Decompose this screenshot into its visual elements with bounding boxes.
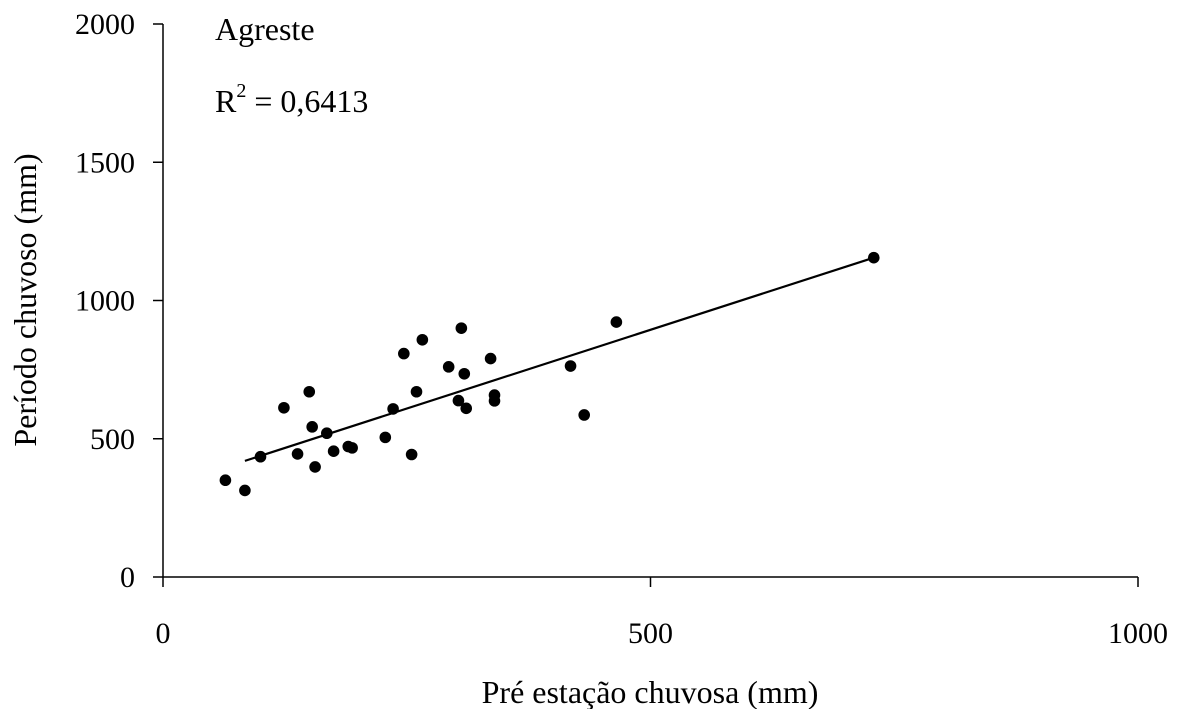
data-point <box>346 442 358 454</box>
data-point <box>410 385 423 398</box>
data-point <box>239 484 251 497</box>
region-label: Agreste <box>215 11 315 47</box>
data-point <box>291 448 304 460</box>
data-point <box>379 431 392 444</box>
r-squared-value: = 0,6413 <box>246 83 368 119</box>
data-point <box>460 402 473 415</box>
data-point <box>278 401 290 414</box>
data-point <box>309 461 321 473</box>
data-point <box>488 395 501 407</box>
data-point <box>442 361 455 373</box>
y-tick-label: 2000 <box>75 8 135 41</box>
data-point <box>455 322 468 334</box>
data-point <box>578 409 590 421</box>
data-point <box>405 448 418 461</box>
data-point <box>398 347 410 360</box>
r-squared-base: R <box>215 83 237 119</box>
y-tick-label: 0 <box>120 561 135 594</box>
data-point <box>484 352 497 365</box>
x-tick-label: 0 <box>156 617 171 650</box>
data-point <box>303 385 316 398</box>
data-point <box>219 474 232 487</box>
data-point <box>867 251 880 264</box>
y-tick-label: 1000 <box>75 285 135 318</box>
data-point <box>610 316 623 328</box>
data-point <box>321 427 333 440</box>
ticks: 0 500 1000 0 500 1000 1500 2000 <box>75 8 1168 650</box>
trendline-group <box>244 256 875 462</box>
trendline <box>244 256 875 462</box>
y-tick-label: 1500 <box>75 146 135 179</box>
data-point <box>387 403 399 415</box>
r-squared-label: R2 = 0,6413 <box>215 80 368 119</box>
data-points <box>219 251 880 497</box>
data-point <box>327 445 340 457</box>
data-point <box>564 360 577 372</box>
data-point <box>416 333 429 346</box>
data-point <box>254 450 267 463</box>
data-point <box>452 394 465 407</box>
y-axis-title: Período chuvoso (mm) <box>7 153 43 446</box>
x-tick-label: 500 <box>628 617 673 650</box>
data-point <box>458 367 471 380</box>
data-point <box>306 421 318 433</box>
y-tick-label: 500 <box>90 423 135 456</box>
x-axis-title: Pré estação chuvosa (mm) <box>482 674 819 709</box>
x-tick-label: 1000 <box>1108 617 1168 650</box>
r-squared-superscript: 2 <box>236 80 246 102</box>
